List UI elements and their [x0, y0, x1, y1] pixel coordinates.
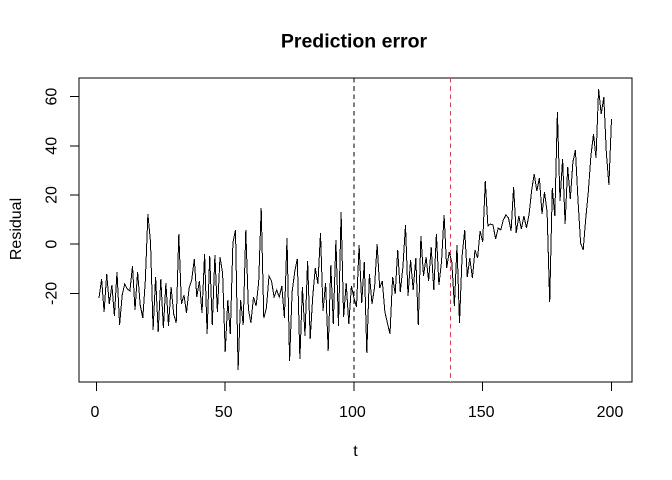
svg-text:Residual: Residual — [8, 198, 25, 260]
svg-text:40: 40 — [44, 137, 61, 155]
svg-text:200: 200 — [597, 404, 624, 421]
svg-text:Prediction error: Prediction error — [281, 31, 428, 53]
svg-text:20: 20 — [44, 186, 61, 204]
svg-text:-20: -20 — [44, 282, 61, 305]
svg-text:60: 60 — [44, 88, 61, 106]
svg-text:0: 0 — [44, 240, 61, 249]
svg-text:100: 100 — [339, 404, 366, 421]
svg-text:0: 0 — [90, 404, 99, 421]
svg-text:t: t — [353, 443, 358, 460]
svg-text:150: 150 — [468, 404, 495, 421]
svg-text:50: 50 — [215, 404, 233, 421]
